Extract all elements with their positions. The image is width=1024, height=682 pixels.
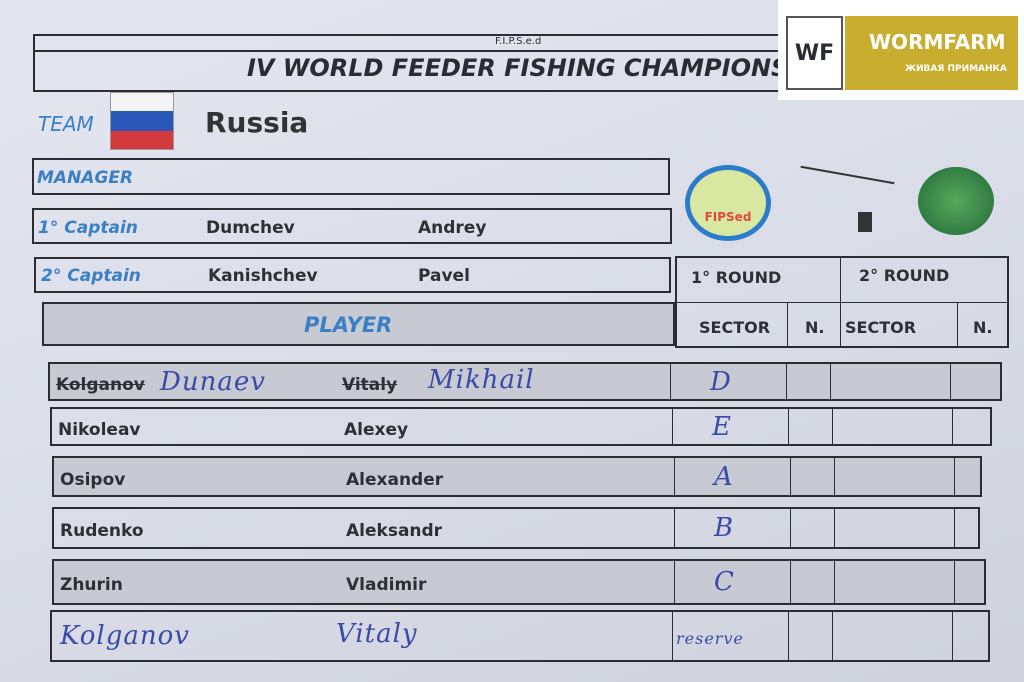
handwritten-surname: Kolganov (60, 621, 190, 651)
cell-divider (790, 509, 791, 547)
player-header: PLAYER (42, 302, 675, 346)
cell-divider (672, 409, 673, 444)
player-surname: Rudenko (60, 521, 144, 541)
player-name: Alexey (344, 420, 409, 440)
sector-value[interactable]: A (714, 462, 734, 492)
championship-logo (918, 167, 994, 235)
cell-divider (954, 458, 955, 495)
org-label: F.I.P.S.e.d (495, 36, 542, 47)
player-row: Nikoleav Alexey E (50, 407, 992, 446)
wormfarm-banner: WORMFARM ЖИВАЯ ПРИМАНКА (845, 16, 1018, 90)
title-box: F.I.P.S.e.d IV WORLD FEEDER FISHING CHAM… (33, 34, 835, 92)
captain2-name: Pavel (418, 266, 470, 286)
cell-divider (832, 409, 833, 444)
cell-divider (952, 612, 953, 660)
cell-divider (788, 409, 789, 444)
player-name: Aleksandr (346, 521, 443, 541)
player-name: Alexander (346, 470, 444, 490)
cell-divider (834, 561, 835, 603)
player-name: Vladimir (346, 575, 427, 595)
feeder-rig-logo (800, 165, 895, 238)
cell-divider (950, 364, 951, 399)
handwritten-surname: Dunaev (160, 367, 266, 397)
manager-label: MANAGER (37, 168, 134, 188)
cell-divider (674, 561, 675, 603)
player-row: Osipov Alexander A (52, 456, 982, 497)
player-header-label: PLAYER (304, 313, 393, 337)
round2-sector-header: SECTOR (845, 318, 917, 337)
handwritten-name: Vitaly (336, 619, 418, 649)
cell-divider (790, 458, 791, 495)
round2-label: 2° ROUND (859, 266, 950, 285)
cell-divider (670, 364, 671, 399)
round1-n-header: N. (805, 318, 825, 337)
cell-divider (834, 509, 835, 547)
championship-title: IV WORLD FEEDER FISHING CHAMPIONSHIP (247, 54, 835, 82)
player-surname: Nikoleav (58, 420, 141, 440)
player-row: Rudenko Aleksandr B (52, 507, 980, 549)
sector-value[interactable]: E (712, 412, 732, 442)
russia-flag (110, 92, 174, 150)
captain1-surname: Dumchev (206, 218, 295, 238)
org-line (35, 50, 791, 52)
cell-divider (672, 612, 673, 660)
manager-row: MANAGER (32, 158, 670, 195)
team-country: Russia (205, 106, 309, 139)
round2-n-header: N. (973, 318, 993, 337)
player-surname: Kolganov (56, 375, 145, 395)
captain2-surname: Kanishchev (208, 266, 318, 286)
round1-label: 1° ROUND (691, 268, 782, 287)
cell-divider (954, 509, 955, 547)
sponsor-logo: WF WORMFARM ЖИВАЯ ПРИМАНКА (778, 0, 1024, 100)
captain2-label: 2° Captain (41, 266, 141, 286)
cell-divider (674, 458, 675, 495)
sector-value[interactable]: D (710, 367, 732, 397)
cell-divider (834, 458, 835, 495)
handwritten-name: Mikhail (428, 365, 535, 395)
player-name: Vitaly (342, 375, 398, 395)
round1-sector-header: SECTOR (699, 318, 771, 337)
player-row: Zhurin Vladimir C (52, 559, 986, 605)
cell-divider (786, 364, 787, 399)
cell-divider (830, 364, 831, 399)
fipsed-logo: FIPSed (685, 165, 771, 241)
captain1-name: Andrey (418, 218, 487, 238)
cell-divider (790, 561, 791, 603)
captain1-row: 1° Captain Dumchev Andrey (32, 208, 672, 244)
sector-value[interactable]: B (714, 513, 735, 543)
cell-divider (788, 612, 789, 660)
cell-divider (952, 409, 953, 444)
captain2-row: 2° Captain Kanishchev Pavel (34, 257, 671, 293)
team-label: TEAM (38, 112, 94, 136)
player-surname: Zhurin (60, 575, 123, 595)
sector-value[interactable]: reserve (676, 629, 744, 648)
player-surname: Osipov (60, 470, 126, 490)
rounds-header: 1° ROUND 2° ROUND SECTOR N. SECTOR N. (675, 256, 1009, 348)
player-row: Kolganov Vitaly reserve (50, 610, 990, 662)
wf-mark: WF (786, 16, 843, 90)
sector-value[interactable]: C (714, 567, 735, 597)
captain1-label: 1° Captain (38, 218, 138, 238)
cell-divider (954, 561, 955, 603)
cell-divider (674, 509, 675, 547)
cell-divider (832, 612, 833, 660)
player-row: Kolganov Vitaly Dunaev Mikhail D (48, 362, 1002, 401)
